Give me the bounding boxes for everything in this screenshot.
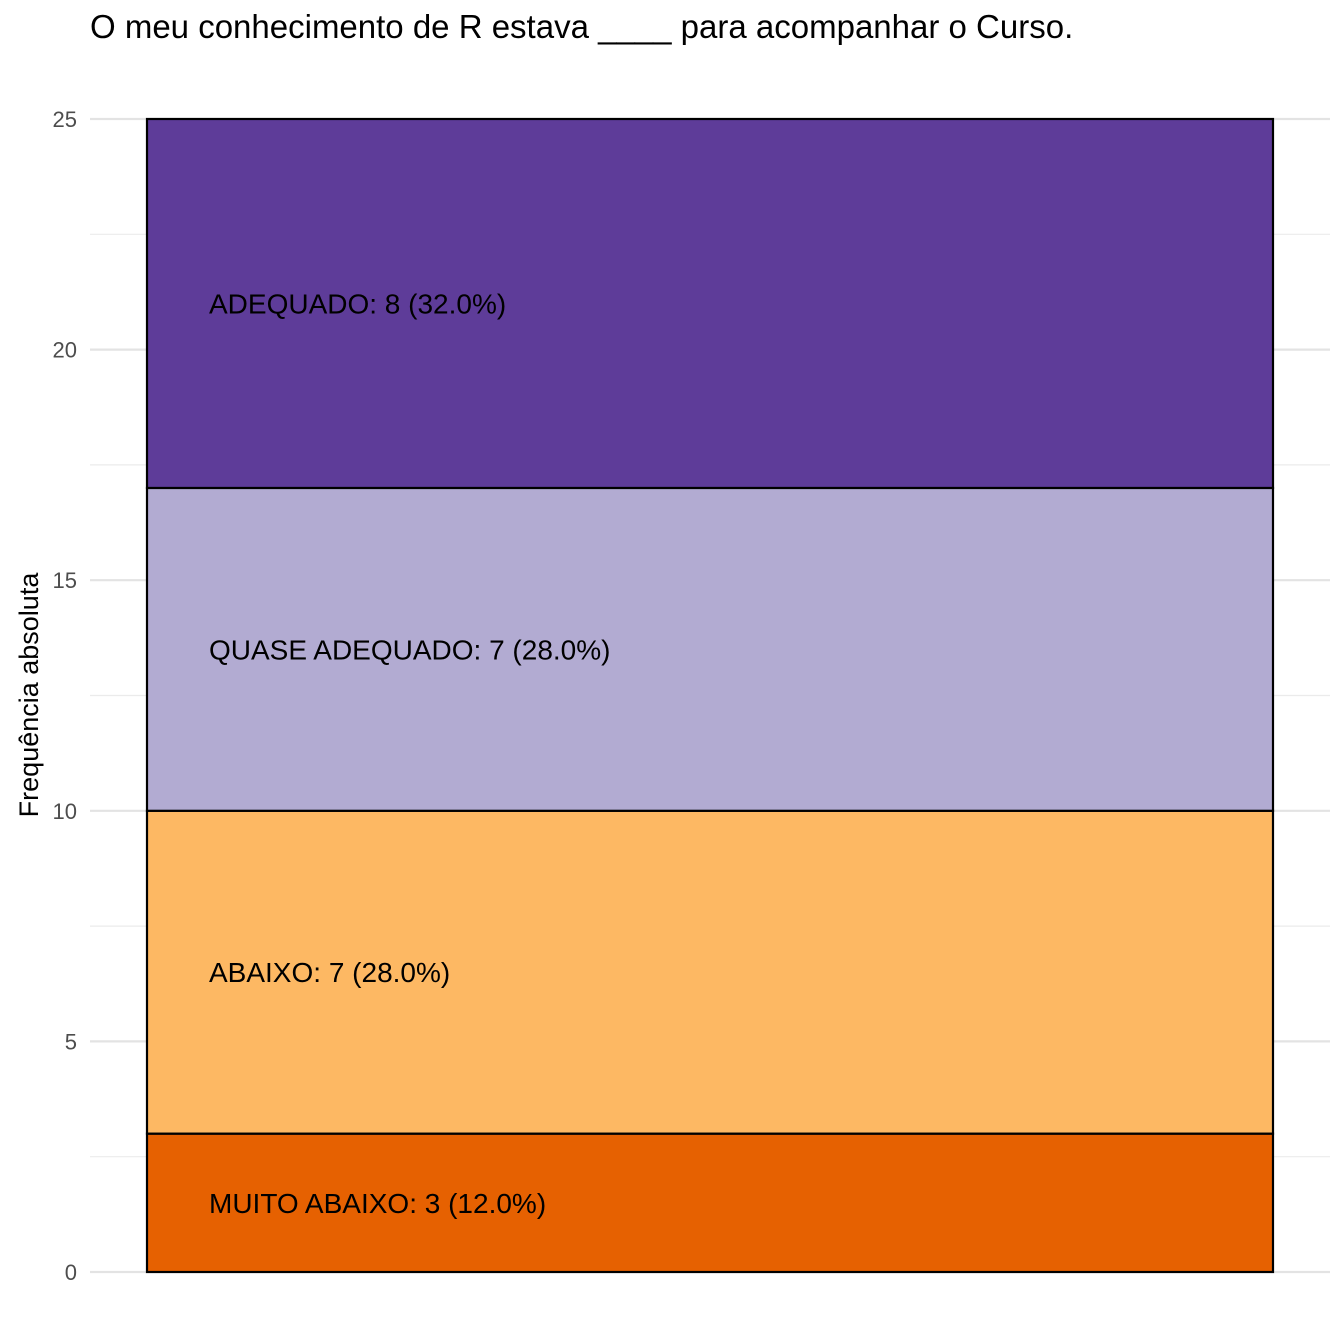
segment-label: MUITO ABAIXO: 3 (12.0%) — [209, 1188, 546, 1219]
y-tick-label: 10 — [53, 799, 77, 824]
y-tick-label: 0 — [65, 1260, 77, 1285]
stacked-bar — [145, 117, 1275, 1274]
bar-segment-quase-adequado — [145, 486, 1275, 812]
bar-segment-abaixo — [145, 809, 1275, 1135]
bar-segment-muito-abaixo — [145, 1132, 1275, 1274]
y-axis-ticks: 0 5 10 15 20 25 — [53, 107, 77, 1285]
y-axis-title: Frequência absoluta — [14, 572, 44, 818]
segment-labels: MUITO ABAIXO: 3 (12.0%) ABAIXO: 7 (28.0%)… — [209, 288, 610, 1218]
y-tick-label: 5 — [65, 1029, 77, 1054]
chart-title: O meu conhecimento de R estava ____ para… — [90, 8, 1074, 45]
y-tick-label: 15 — [53, 568, 77, 593]
y-tick-label: 20 — [53, 338, 77, 363]
y-tick-label: 25 — [53, 107, 77, 132]
bar-segment-adequado — [145, 117, 1275, 490]
segment-label: QUASE ADEQUADO: 7 (28.0%) — [209, 634, 610, 665]
segment-label: ADEQUADO: 8 (32.0%) — [209, 288, 506, 319]
segment-label: ABAIXO: 7 (28.0%) — [209, 957, 450, 988]
